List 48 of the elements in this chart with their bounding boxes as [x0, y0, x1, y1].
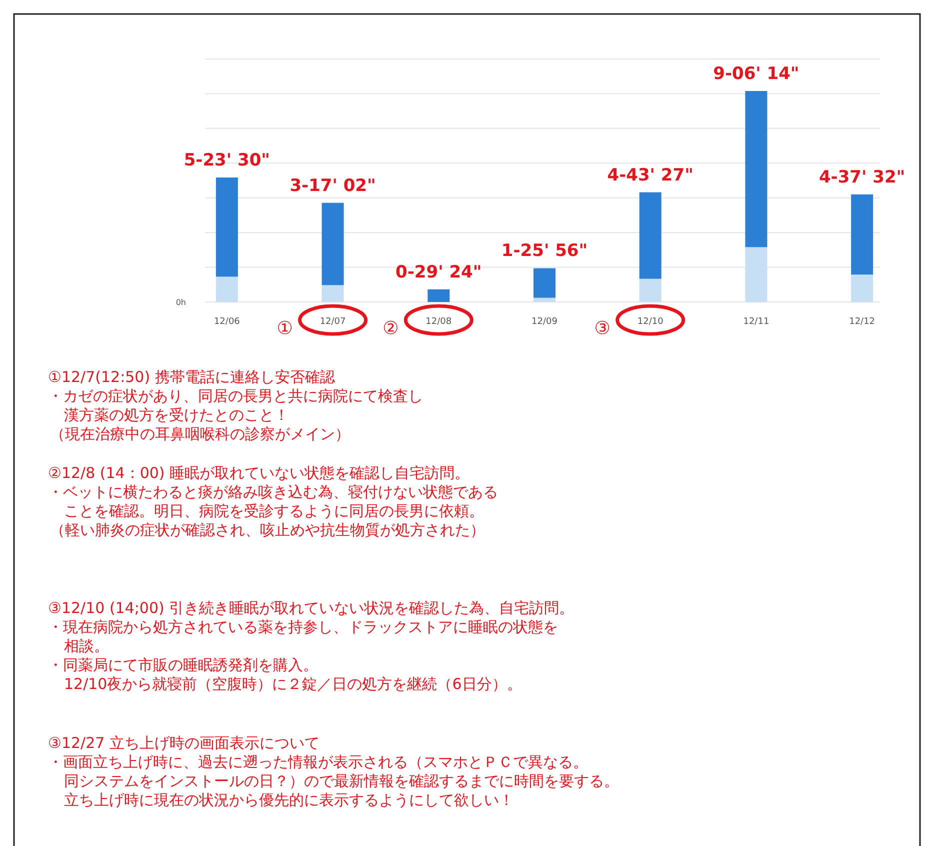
x-tick-label: 12/08: [426, 317, 452, 327]
text: 相談。: [64, 637, 109, 655]
total-label: 0-29' 24": [396, 262, 482, 282]
bar: [851, 274, 874, 302]
bar: [745, 247, 768, 302]
bar: [322, 202, 344, 286]
bar: [534, 298, 556, 302]
bar: [851, 194, 874, 275]
text: ①12/7(12:50) 携帯電話に連絡し安否確認: [48, 368, 335, 386]
text: （現在治療中の耳鼻咽喉科の診察がメイン）: [50, 425, 350, 443]
text: ・ベットに横たわると痰が絡み咳き込む為、寝付けない状態である: [48, 483, 498, 501]
x-tick-label: 12/10: [637, 317, 664, 327]
total-label: 4-43' 27": [607, 165, 694, 186]
bar: [322, 285, 344, 302]
text: ・同薬局にて市販の睡眠誘発剤を購入。: [48, 656, 318, 674]
total-label: 3-17' 02": [290, 176, 376, 196]
text: ②: [382, 318, 399, 339]
x-tick-label: 12/11: [743, 317, 770, 327]
x-tick-label: 12/06: [214, 317, 240, 327]
x-tick-label: 12/07: [320, 317, 346, 327]
text: 12/10夜から就寝前（空腹時）に２錠／日の処方を継続（6日分）。: [64, 675, 522, 693]
text: ・画面立ち上げ時に、過去に遡った情報が表示される（スマホとＰＣで異なる。: [48, 753, 588, 771]
x-tick-label: 12/12: [849, 317, 876, 327]
text: ことを確認。明日、病院を受診するように同居の長男に依頼。: [64, 502, 484, 520]
bar: [639, 278, 662, 302]
text: 立ち上げ時に現在の状況から優先的に表示するようにして欲しい！: [64, 791, 514, 809]
total-label: 5-23' 30": [184, 150, 270, 171]
text: ③12/27 立ち上げ時の画面表示について: [48, 734, 320, 752]
bar: [534, 268, 556, 298]
total-label: 9-06' 14": [713, 64, 800, 84]
text: 同システムをインストールの日？）ので最新情報を確認するまでに時間を要する。: [64, 772, 619, 790]
bar: [745, 91, 768, 248]
total-label: 4-37' 32": [818, 167, 906, 188]
text: ③12/10 (14;00) 引き続き睡眠が取れていない状況を確認した為、自宅訪問。: [48, 599, 574, 617]
text: ・現在病院から処方されている薬を持参し、ドラックストアに睡眠の状態を: [48, 618, 558, 636]
text: 漢方薬の処方を受けたとのこと！: [64, 406, 289, 424]
text: 0h: [176, 298, 186, 307]
text: ①: [276, 318, 293, 339]
bar: [216, 276, 238, 302]
bar: [639, 192, 662, 279]
total-label: 1-25' 56": [501, 241, 588, 262]
text: （軽い肺炎の症状が確認され、咳止めや抗生物質が処方された）: [50, 521, 485, 539]
bar: [216, 178, 238, 277]
bar: [428, 289, 450, 302]
text: ③: [594, 318, 610, 339]
x-tick-label: 12/09: [532, 317, 558, 327]
text: ②12/8 (14：00) 睡眠が取れていない状態を確認し自宅訪問。: [48, 464, 470, 482]
text: ・カゼの症状があり、同居の長男と共に病院にて検査し: [48, 387, 423, 405]
